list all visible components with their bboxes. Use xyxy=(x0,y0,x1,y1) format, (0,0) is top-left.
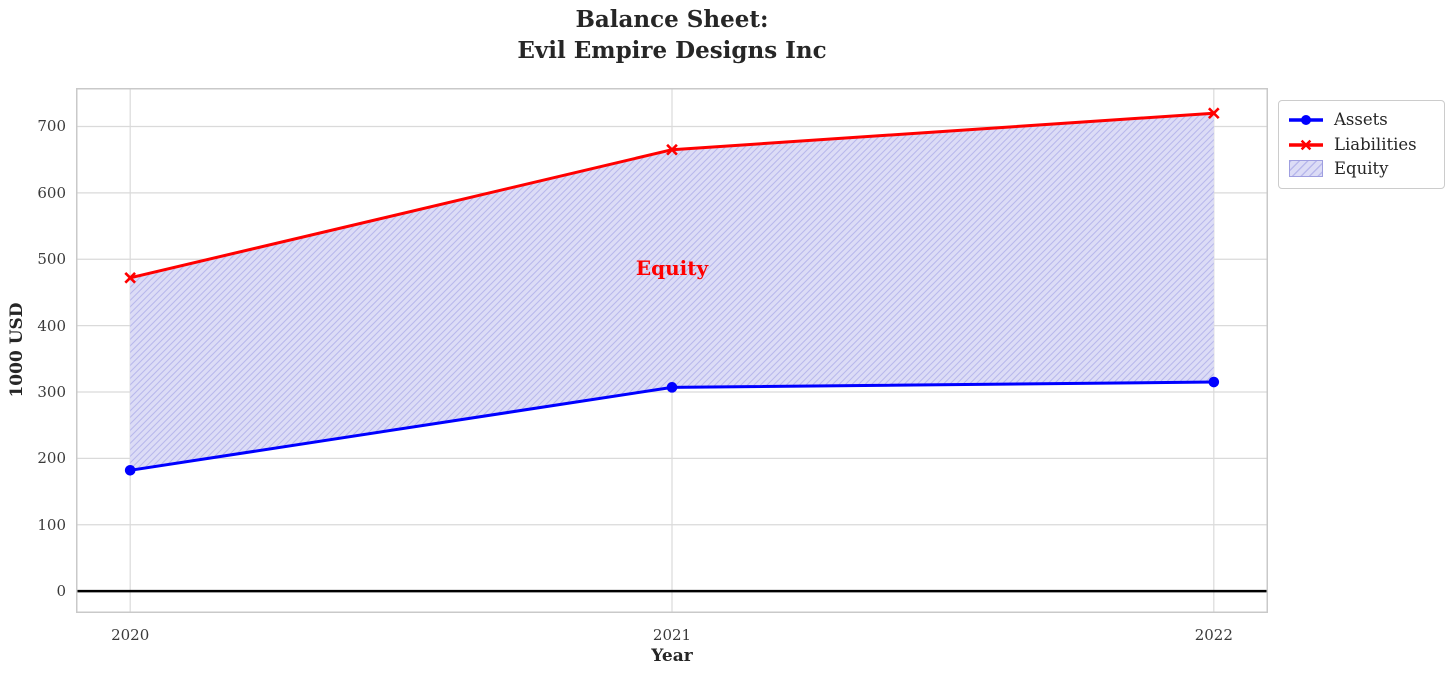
legend-label-equity: Equity xyxy=(1334,158,1389,178)
x-tick-label: 2021 xyxy=(652,626,692,644)
x-tick-label: 2020 xyxy=(111,626,150,644)
equity-fill-hatch xyxy=(130,113,1214,471)
legend-label-assets: Assets xyxy=(1334,110,1388,130)
assets-marker xyxy=(666,382,678,393)
liabilities-marker xyxy=(666,143,678,156)
chart-title: Balance Sheet: Evil Empire Designs Inc xyxy=(76,4,1268,66)
legend: Assets Liabilities Equity xyxy=(1278,100,1445,189)
y-tick-label: 100 xyxy=(37,515,66,534)
x-axis-label: Year xyxy=(651,646,693,666)
legend-label-liabilities: Liabilities xyxy=(1334,134,1417,154)
assets-marker xyxy=(1208,376,1220,388)
x-tick-label: 2022 xyxy=(1194,626,1233,644)
y-tick-label: 600 xyxy=(37,183,66,202)
equity-annotation: Equity xyxy=(635,255,709,280)
chart-title-line-2: Evil Empire Designs Inc xyxy=(517,37,827,64)
liabilities-marker xyxy=(1208,107,1220,120)
chart-title-line-1: Balance Sheet: xyxy=(575,6,769,33)
y-tick-label: 400 xyxy=(37,316,66,335)
legend-item-assets: Assets xyxy=(1289,110,1434,130)
plot-border xyxy=(76,88,1268,613)
legend-item-equity: Equity xyxy=(1289,159,1434,179)
assets-line-icon xyxy=(1289,111,1323,129)
plot-canvas xyxy=(76,88,1268,613)
liabilities-marker xyxy=(124,272,137,284)
y-tick-label: 200 xyxy=(37,449,66,468)
equity-hatch-icon xyxy=(1289,160,1323,178)
y-tick-label: 0 xyxy=(56,582,66,601)
assets-marker xyxy=(124,465,136,476)
y-tick-label: 300 xyxy=(37,382,66,401)
y-tick-label: 500 xyxy=(37,250,66,269)
legend-item-liabilities: Liabilities xyxy=(1289,135,1434,155)
liabilities-line-icon xyxy=(1289,136,1323,154)
plot-area: Equity xyxy=(76,88,1268,613)
y-tick-label: 700 xyxy=(37,117,66,136)
